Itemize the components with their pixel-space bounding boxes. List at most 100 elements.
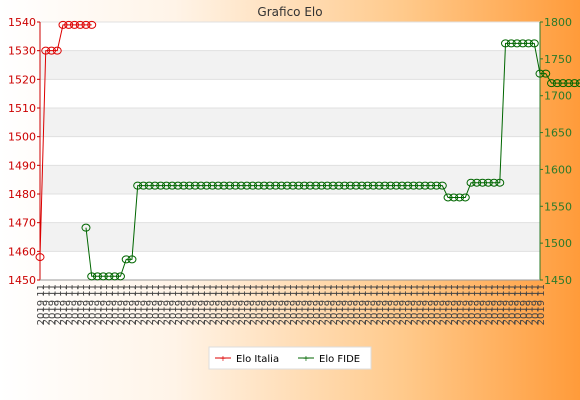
x-tick-label: 2019 11 bbox=[312, 284, 323, 325]
data-point bbox=[196, 181, 206, 190]
x-tick-label: 2019 11 bbox=[260, 284, 271, 325]
x-tick-label: 2019 11 bbox=[450, 284, 461, 325]
x-tick-label: 2019 11 bbox=[116, 284, 127, 325]
data-point bbox=[506, 39, 516, 48]
left-tick-label: 1480 bbox=[8, 188, 36, 201]
x-tick-label: 2019 11 bbox=[180, 284, 191, 325]
plot-area bbox=[40, 22, 540, 280]
data-point bbox=[420, 181, 430, 190]
data-point bbox=[87, 272, 97, 281]
data-point bbox=[414, 181, 424, 190]
x-tick-label: 2019 11 bbox=[42, 284, 53, 325]
x-tick-label: 2019 11 bbox=[65, 284, 76, 325]
data-point bbox=[41, 46, 51, 55]
right-tick-label: 1750 bbox=[544, 53, 572, 66]
x-tick-label: 2019 11 bbox=[226, 284, 237, 325]
x-tick-label: 2019 11 bbox=[318, 284, 329, 325]
x-tick-label: 2019 11 bbox=[300, 284, 311, 325]
x-tick-label: 2019 11 bbox=[111, 284, 122, 325]
x-tick-label: 2019 11 bbox=[99, 284, 110, 325]
data-point bbox=[190, 181, 200, 190]
x-tick-label: 2019 11 bbox=[122, 284, 133, 325]
plot-band bbox=[40, 165, 540, 194]
data-point bbox=[391, 181, 401, 190]
x-tick-label: 2019 11 bbox=[162, 284, 173, 325]
x-tick-label: 2019 11 bbox=[484, 284, 495, 325]
data-point bbox=[575, 79, 580, 88]
plot-band bbox=[40, 108, 540, 137]
data-point bbox=[248, 181, 258, 190]
chart-title: Grafico Elo bbox=[257, 5, 322, 19]
data-point bbox=[317, 181, 327, 190]
data-point bbox=[455, 193, 465, 202]
data-point bbox=[110, 272, 120, 281]
x-tick-label: 2019 11 bbox=[513, 284, 524, 325]
x-tick-label: 2019 11 bbox=[139, 284, 150, 325]
x-tick-label: 2019 11 bbox=[335, 284, 346, 325]
data-point bbox=[305, 181, 315, 190]
data-point bbox=[242, 181, 252, 190]
x-tick-label: 2019 11 bbox=[415, 284, 426, 325]
data-point bbox=[564, 79, 574, 88]
x-tick-label: 2019 11 bbox=[82, 284, 93, 325]
data-point bbox=[328, 181, 338, 190]
plot-band bbox=[40, 50, 540, 80]
data-point bbox=[483, 178, 493, 187]
data-point bbox=[501, 39, 511, 48]
x-tick-label: 2019 11 bbox=[266, 284, 277, 325]
x-tick-label: 2019 11 bbox=[381, 284, 392, 325]
data-point bbox=[426, 181, 436, 190]
x-tick-label: 2019 11 bbox=[76, 284, 87, 325]
data-point bbox=[184, 181, 194, 190]
data-point bbox=[518, 39, 528, 48]
left-tick-label: 1500 bbox=[8, 131, 36, 144]
data-point bbox=[87, 20, 97, 29]
x-tick-label: 2019 11 bbox=[496, 284, 507, 325]
x-tick-label: 2019 11 bbox=[277, 284, 288, 325]
data-point bbox=[92, 272, 102, 281]
data-point bbox=[546, 79, 556, 88]
x-tick-label: 2019 11 bbox=[461, 284, 472, 325]
x-tick-label: 2019 11 bbox=[456, 284, 467, 325]
data-point bbox=[259, 181, 269, 190]
right-tick-label: 1550 bbox=[544, 200, 572, 213]
left-tick-label: 1510 bbox=[8, 102, 36, 115]
x-tick-label: 2019 11 bbox=[254, 284, 265, 325]
x-tick-label: 2019 11 bbox=[433, 284, 444, 325]
grid-lines bbox=[39, 21, 541, 281]
x-tick-label: 2019 11 bbox=[438, 284, 449, 325]
data-point bbox=[397, 181, 407, 190]
plot-band bbox=[40, 222, 540, 252]
left-tick-label: 1520 bbox=[8, 73, 36, 86]
data-point bbox=[478, 178, 488, 187]
svg-text:+: + bbox=[220, 354, 227, 363]
x-tick-label: 2019 11 bbox=[203, 284, 214, 325]
x-tick-label: 2019 11 bbox=[398, 284, 409, 325]
data-point bbox=[58, 20, 68, 29]
x-tick-label: 2019 11 bbox=[502, 284, 513, 325]
x-tick-label: 2019 11 bbox=[88, 284, 99, 325]
x-tick-label: 2019 11 bbox=[323, 284, 334, 325]
right-tick-label: 1600 bbox=[544, 163, 572, 176]
data-point bbox=[386, 181, 396, 190]
x-tick-label: 2019 11 bbox=[272, 284, 283, 325]
x-tick-label: 2019 11 bbox=[157, 284, 168, 325]
data-point bbox=[299, 181, 309, 190]
x-tick-label: 2019 11 bbox=[151, 284, 162, 325]
legend-label-elo-fide: Elo FIDE bbox=[319, 354, 360, 365]
data-point bbox=[334, 181, 344, 190]
data-point bbox=[409, 181, 419, 190]
data-point bbox=[150, 181, 160, 190]
data-point bbox=[466, 178, 476, 187]
x-tick-label: 2019 11 bbox=[128, 284, 139, 325]
data-point bbox=[81, 223, 91, 232]
data-point bbox=[167, 181, 177, 190]
right-tick-label: 1700 bbox=[544, 90, 572, 103]
data-point bbox=[443, 193, 453, 202]
data-point bbox=[225, 181, 235, 190]
data-point bbox=[311, 181, 321, 190]
right-tick-label: 1450 bbox=[544, 274, 572, 287]
right-tick-label: 1800 bbox=[544, 16, 572, 29]
x-tick-label: 2019 11 bbox=[306, 284, 317, 325]
